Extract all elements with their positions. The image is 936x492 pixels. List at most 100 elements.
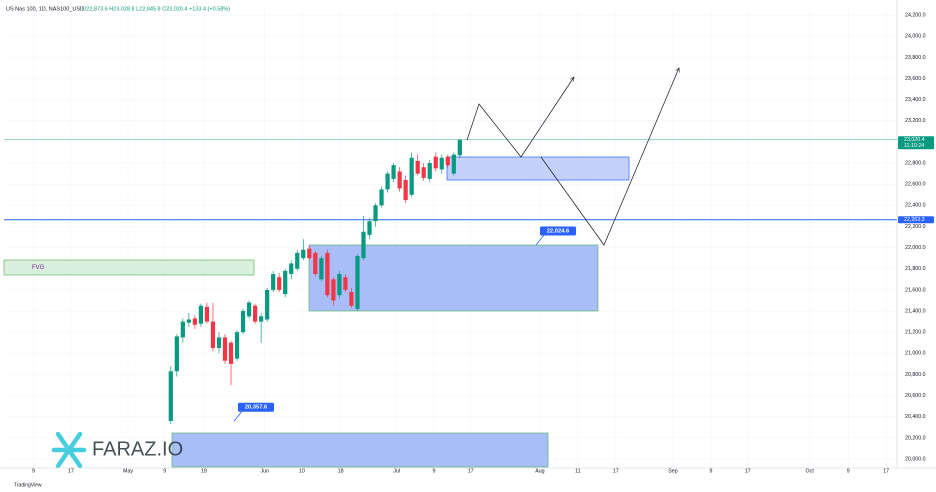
candle-body <box>343 277 348 290</box>
y-tick-label: 24,200.0 <box>905 12 926 18</box>
x-tick-label: 17 <box>613 468 619 474</box>
x-tick-label: 17 <box>68 468 74 474</box>
candle-body <box>451 154 456 174</box>
candle-body <box>319 258 324 280</box>
candle-body <box>427 163 432 179</box>
candle-body <box>307 248 312 259</box>
symbol-title: US Nas 100, 1D, NAS100_USD <box>6 6 84 12</box>
x-tick-label: Aug <box>535 468 544 474</box>
candle-body <box>391 165 396 179</box>
x-tick-label: May <box>123 468 133 474</box>
y-tick-label: 23,600.0 <box>905 76 926 82</box>
y-tick-label: 22,200.0 <box>905 224 926 230</box>
footer-logo: TradingView <box>14 482 42 488</box>
y-tick-label: 21,400.0 <box>905 308 926 314</box>
y-tick-label: 22,800.0 <box>905 160 926 166</box>
candle-body <box>283 270 288 295</box>
candle-body <box>337 274 342 296</box>
x-tick-label: Jul <box>393 468 400 474</box>
candle-body <box>222 337 228 361</box>
candle-body <box>439 157 444 170</box>
candle-body <box>367 221 372 235</box>
candle-body <box>313 252 318 275</box>
x-tick-label: Sep <box>668 468 677 474</box>
callout-label: 20,357.6 <box>245 405 268 411</box>
candle-body <box>289 263 294 275</box>
x-tick-label: 18 <box>338 468 344 474</box>
candle-body <box>216 337 222 349</box>
y-tick-label: 24,000.0 <box>905 34 926 40</box>
price-label: 23,020.4 <box>904 137 925 143</box>
candle-body <box>246 302 252 317</box>
callout-pointer <box>233 410 243 422</box>
x-tick-label: 9 <box>709 468 712 474</box>
candle-body <box>385 173 390 190</box>
candle-body <box>204 306 210 322</box>
candle-body <box>198 305 204 324</box>
x-tick-label: Jun <box>260 468 269 474</box>
x-tick-label: 9 <box>32 468 35 474</box>
y-tick-label: 21,800.0 <box>905 266 926 272</box>
candle-body <box>397 171 402 189</box>
candle-body <box>415 160 420 174</box>
candle-body <box>433 156 438 169</box>
candle-body <box>259 316 264 322</box>
bottom-zone <box>171 432 549 468</box>
y-tick-label: 20,800.0 <box>905 372 926 378</box>
callout-pointer <box>535 234 545 246</box>
x-tick-label: 10 <box>299 468 305 474</box>
x-tick-label: 11 <box>575 468 581 474</box>
candle-body <box>349 291 354 306</box>
candles <box>168 138 462 425</box>
candle-body <box>265 289 270 320</box>
y-tick-label: 23,400.0 <box>905 97 926 103</box>
price-label: 22,263.3 <box>904 217 925 223</box>
candle-body <box>277 277 282 290</box>
candle-body <box>421 167 426 178</box>
candle-body <box>403 179 408 201</box>
fvg-zone <box>3 259 255 276</box>
y-tick-label: 20,000.0 <box>905 456 926 462</box>
callout-box <box>238 402 274 412</box>
candle-body <box>331 279 336 301</box>
price-lines <box>4 139 897 221</box>
candle-body <box>240 311 246 333</box>
candle-body <box>355 256 360 309</box>
x-tick-label: 9 <box>432 468 435 474</box>
candle-body <box>210 321 216 349</box>
countdown-label: 11:10:24 <box>904 143 924 149</box>
watermark-text: FARAZ.IO <box>92 438 183 460</box>
candle-body <box>234 332 240 359</box>
ohlc-text: O22,873.6 H23,028.8 L22,845.8 C23,020.4 … <box>82 6 230 12</box>
y-tick-label: 23,800.0 <box>905 55 926 61</box>
x-tick-label: Oct <box>806 468 815 474</box>
y-tick-label: 21,000.0 <box>905 351 926 357</box>
fvg-label: FVG <box>32 265 45 271</box>
y-tick-label: 20,600.0 <box>905 393 926 399</box>
candle-body <box>361 231 366 259</box>
x-tick-label: 17 <box>468 468 474 474</box>
candle-body <box>180 321 185 338</box>
candle-body <box>445 156 450 166</box>
y-tick-label: 20,200.0 <box>905 435 926 441</box>
x-tick-label: 9 <box>847 468 850 474</box>
candle-body <box>325 252 330 296</box>
candle-body <box>174 336 179 372</box>
candle-body <box>301 249 306 259</box>
candle-body <box>373 205 378 222</box>
x-tick-label: 9 <box>163 468 166 474</box>
candle-body <box>271 274 276 290</box>
y-tick-label: 21,600.0 <box>905 287 926 293</box>
callout-box <box>540 226 576 236</box>
y-tick-label: 22,000.0 <box>905 245 926 251</box>
x-tick-label: 19 <box>201 468 207 474</box>
callout-label: 22,024.6 <box>547 229 570 235</box>
candle-body <box>295 252 300 269</box>
small-zone <box>446 156 630 181</box>
y-tick-label: 20,400.0 <box>905 414 926 420</box>
candle-body <box>457 139 462 156</box>
watermark-logo: FARAZ.IO <box>51 431 183 469</box>
y-tick-label: 22,600.0 <box>905 182 926 188</box>
price-label-box <box>898 216 934 224</box>
